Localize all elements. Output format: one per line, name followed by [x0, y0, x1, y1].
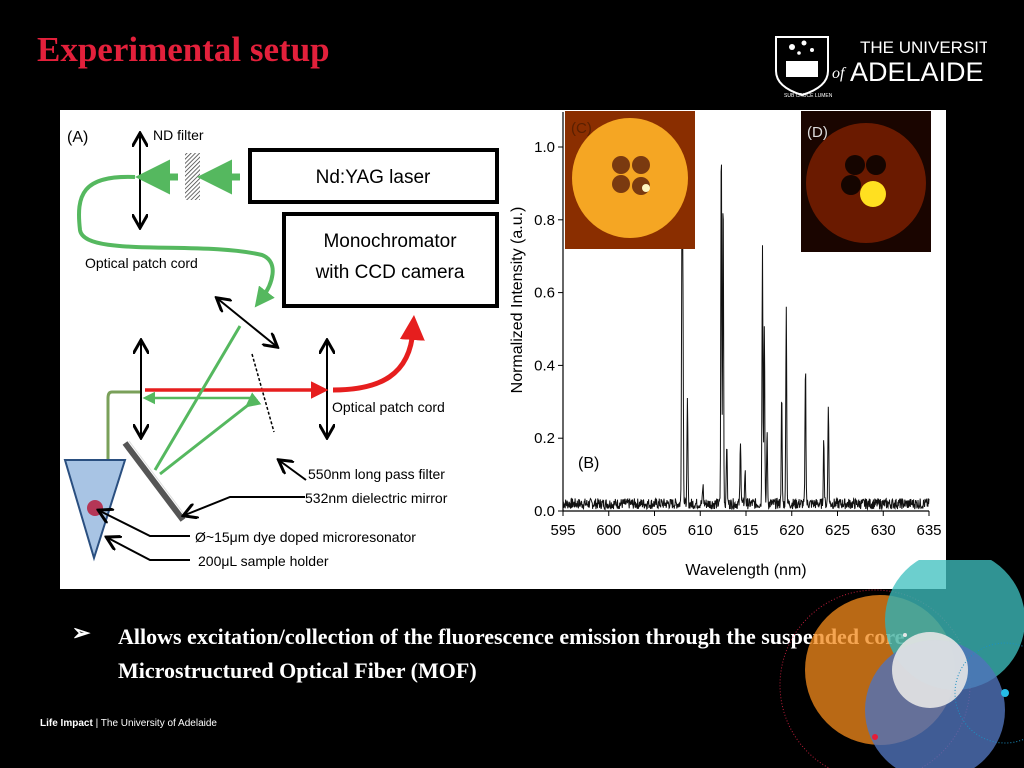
spectrum-line: [562, 164, 930, 511]
inset-d-label: (D): [807, 124, 828, 141]
holder-label: 200μL sample holder: [198, 553, 329, 569]
x-tick-label: 595: [550, 522, 575, 539]
university-logo: THE UNIVERSITY of ADELAIDE SUB CRUCE LUM…: [775, 36, 987, 99]
pointer-arrow: [185, 496, 305, 515]
y-tick-label: 0.6: [534, 285, 555, 302]
inset-d-image: (D): [801, 111, 931, 252]
slide-title: Experimental setup: [37, 30, 330, 69]
x-tick-label: 625: [825, 522, 850, 539]
footer-separator: |: [95, 718, 99, 729]
laser-box: [248, 148, 499, 204]
x-tick-label: 600: [596, 522, 621, 539]
lens-2-icon: [218, 299, 276, 346]
y-tick-label: 0.8: [534, 212, 555, 229]
sample-fiber: [106, 390, 140, 505]
panel-a-label: (A): [67, 129, 88, 146]
green-beam: [153, 325, 242, 471]
x-tick-label: 610: [688, 522, 713, 539]
pointer-arrow: [108, 538, 190, 561]
logo-motto: SUB CRUCE LUMEN: [784, 93, 833, 99]
footer-bold: Life Impact: [40, 718, 93, 729]
panel-b-label: (B): [578, 455, 599, 472]
long-pass-filter-icon: [251, 353, 275, 433]
pointer-arrow: [280, 461, 307, 481]
footer: Life Impact | The University of Adelaide: [40, 718, 217, 729]
decorative-circles: [779, 560, 1024, 768]
microresonator-icon: [87, 500, 103, 516]
x-tick-label: 615: [733, 522, 758, 539]
patch-cord-fiber: [77, 174, 275, 308]
green-beam: [159, 392, 262, 476]
filter-label: 550nm long pass filter: [308, 466, 445, 482]
dielectric-mirror-icon: [122, 441, 186, 522]
logo-line1: THE UNIVERSITY: [860, 38, 987, 57]
x-axis-label: Wavelength (nm): [685, 562, 806, 579]
laser-label: Nd:YAG laser: [316, 167, 431, 188]
monochromator-label-1: Monochromator: [323, 231, 457, 252]
crest-shield-icon: [775, 36, 829, 97]
y-axis-label: Normalized Intensity (a.u.): [509, 207, 526, 394]
patch-cord-left-label: Optical patch cord: [85, 255, 198, 271]
pointer-arrow: [100, 511, 190, 537]
spacer: [165, 325, 250, 478]
x-tick-label: 630: [871, 522, 896, 539]
x-tick-label: 635: [916, 522, 941, 539]
monochromator-box: [282, 212, 499, 308]
mirror-line: [128, 440, 188, 519]
monochromator-label-2: with CCD camera: [315, 262, 465, 283]
x-tick-label: 620: [779, 522, 804, 539]
bullet-marker-icon: ➢: [72, 620, 91, 645]
y-tick-label: 0.2: [534, 430, 555, 447]
logo-line2: ADELAIDE: [850, 57, 984, 87]
logo-of: of: [832, 65, 847, 82]
figure-panel: (A) ND filter Nd:YAG laser Monochromator…: [60, 110, 946, 589]
y-tick-label: 0.0: [534, 503, 555, 520]
spectrum-chart: 595 600 605 610 615 620 625 630 635 0.0 0.2 0.4 0.6 0…: [509, 112, 942, 579]
mirror-label: 532nm dielectric mirror: [305, 490, 448, 506]
patch-cord-right-label: Optical patch cord: [332, 399, 445, 415]
inset-c-label: (C): [571, 120, 592, 137]
bullet-text: Allows excitation/collection of the fluo…: [118, 624, 905, 683]
x-tick-label: 605: [642, 522, 667, 539]
nd-filter-label: ND filter: [153, 127, 204, 143]
figure-svg: (A) ND filter Nd:YAG laser Monochromator…: [63, 111, 942, 579]
y-tick-label: 0.4: [534, 357, 555, 374]
nd-filter-icon: [185, 153, 200, 200]
red-emission-fiber: [332, 315, 425, 393]
inset-c-image: (C): [565, 111, 695, 249]
y-tick-label: 1.0: [534, 139, 555, 156]
footer-text: The University of Adelaide: [100, 718, 217, 729]
resonator-label: Ø~15μm dye doped microresonator: [195, 529, 416, 545]
